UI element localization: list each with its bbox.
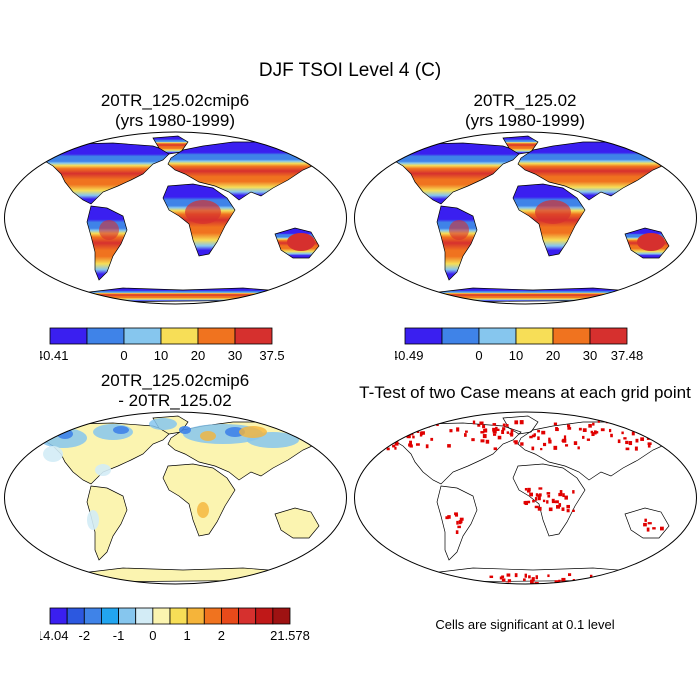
colorbar-box <box>49 327 88 345</box>
colorbar-box <box>169 607 188 625</box>
colorbar-tick-label: 20 <box>191 348 205 363</box>
panel-1-title: 20TR_125.02cmip6 (yrs 1980-1999) <box>0 91 350 131</box>
colorbar-tick-label: -14.04 <box>40 628 68 643</box>
colorbar-tick-label: -40.49 <box>395 348 423 363</box>
map-border <box>4 411 347 585</box>
panel-3-title-line2: - 20TR_125.02 <box>118 391 232 410</box>
colorbar-tick-label: -2 <box>79 628 91 643</box>
panel-2-title-line1: 20TR_125.02 <box>473 91 577 110</box>
colorbar-box <box>86 327 125 345</box>
panel-4-map <box>354 411 697 585</box>
land-africa <box>162 463 236 537</box>
colorbar-box <box>118 607 137 625</box>
panel-3-colorbar: -14.04 -2 -1 0 1 2 21.578 <box>40 607 310 643</box>
panel-2-map <box>354 131 697 305</box>
colorbar-box <box>135 607 154 625</box>
colorbar-box <box>234 327 273 345</box>
panel-1-map <box>4 131 347 305</box>
panel-1-colorbar: -40.41 0 10 20 30 37.5 <box>40 327 285 363</box>
main-title: DJF TSOI Level 4 (C) <box>258 60 442 81</box>
panel-3-title: 20TR_125.02cmip6 - 20TR_125.02 <box>0 371 350 411</box>
colorbar-box <box>83 607 102 625</box>
land-eurasia <box>167 141 334 201</box>
panel-2-title-line2: (yrs 1980-1999) <box>464 111 585 130</box>
land-greenland <box>502 415 539 435</box>
land-africa <box>512 463 586 537</box>
panel-1-title-line1: 20TR_125.02cmip6 <box>100 91 250 110</box>
land-eurasia <box>517 421 684 481</box>
colorbar-box <box>101 607 119 625</box>
colorbar-tick-label: 10 <box>509 348 523 363</box>
panel-4-title: T-Test of two Case means at each grid po… <box>359 383 691 402</box>
panel-3-map <box>4 411 347 585</box>
colorbar-box <box>221 607 239 625</box>
colorbar-box <box>66 607 85 625</box>
map-border <box>354 411 697 585</box>
colorbar-box <box>203 607 222 625</box>
colorbar-box <box>552 327 591 345</box>
colorbar-box <box>404 327 443 345</box>
colorbar-box <box>49 607 68 625</box>
colorbar-box <box>478 327 517 345</box>
colorbar-tick-label: 21.578 <box>270 628 310 643</box>
colorbar-tick-label: 10 <box>154 348 168 363</box>
colorbar-box <box>123 327 162 345</box>
colorbar-box <box>272 607 291 625</box>
land-southAmerica <box>436 485 478 561</box>
colorbar-tick-label: 20 <box>546 348 560 363</box>
colorbar-tick-label: 0 <box>120 348 127 363</box>
colorbar-tick-label: 30 <box>228 348 242 363</box>
colorbar-box <box>441 327 480 345</box>
colorbar-box <box>589 327 628 345</box>
land-northAmerica <box>382 142 522 205</box>
colorbar-tick-label: 30 <box>583 348 597 363</box>
colorbar-tick-label: 37.48 <box>611 348 644 363</box>
colorbar-tick-label: 0 <box>475 348 482 363</box>
significance-note: Cells are significant at 0.1 level <box>435 617 615 632</box>
colorbar-tick-label: -1 <box>113 628 125 643</box>
colorbar-box <box>515 327 554 345</box>
colorbar-box <box>238 607 257 625</box>
colorbar-box <box>186 607 205 625</box>
colorbar-tick-label: 0 <box>149 628 156 643</box>
land-australia <box>624 507 670 539</box>
land-australia <box>274 507 320 539</box>
colorbar-tick-label: 1 <box>184 628 191 643</box>
land-northAmerica <box>382 422 522 485</box>
colorbar-box <box>160 327 199 345</box>
panel-3-title-line1: 20TR_125.02cmip6 <box>100 371 250 390</box>
colorbar-box <box>152 607 171 625</box>
panel-1-title-line2: (yrs 1980-1999) <box>114 111 235 130</box>
colorbar-box <box>255 607 274 625</box>
land-eurasia <box>517 141 684 201</box>
map-border <box>4 131 347 305</box>
panel-2-title: 20TR_125.02 (yrs 1980-1999) <box>350 91 700 131</box>
land-northAmerica <box>32 142 172 205</box>
colorbar-tick-label: 37.5 <box>259 348 284 363</box>
panel-2-colorbar: -40.49 0 10 20 30 37.48 <box>395 327 644 363</box>
colorbar-tick-label: -40.41 <box>40 348 68 363</box>
map-border <box>354 131 697 305</box>
colorbar-tick-label: 2 <box>218 628 225 643</box>
colorbar-box <box>197 327 236 345</box>
